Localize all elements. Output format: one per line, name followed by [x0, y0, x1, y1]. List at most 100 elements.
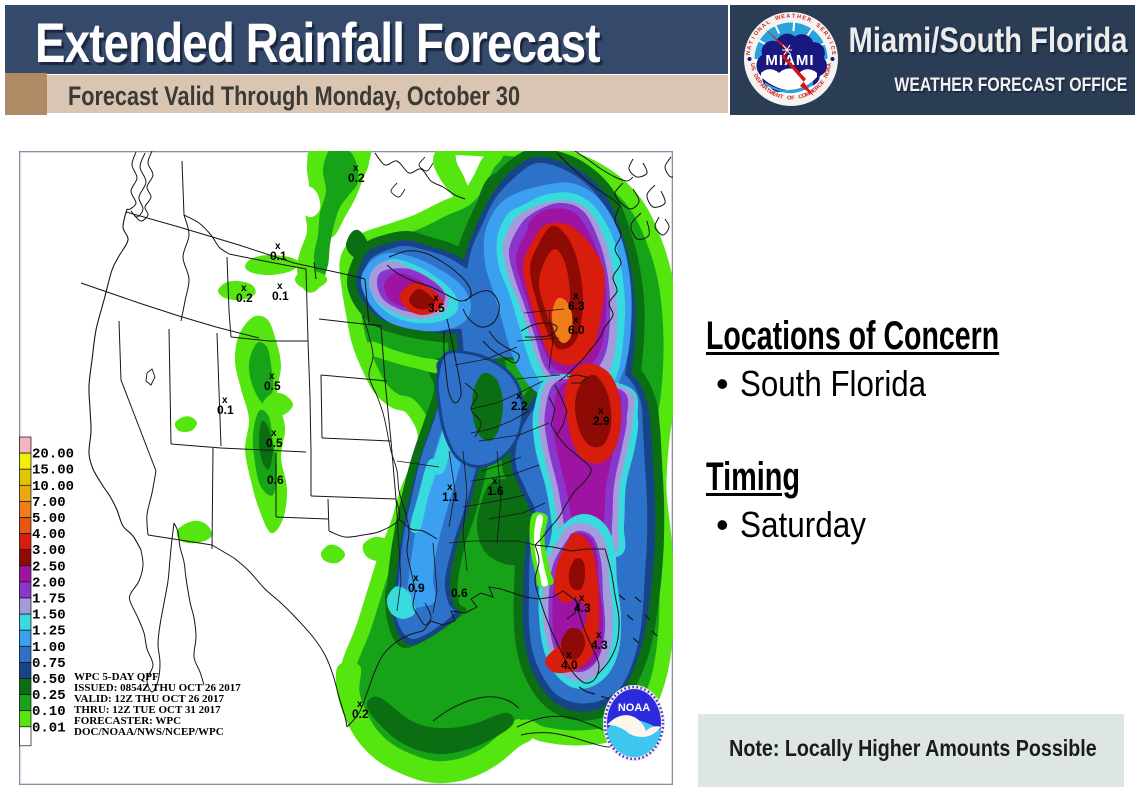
svg-text:W: W	[775, 15, 783, 23]
svg-text:3.00: 3.00	[32, 543, 66, 559]
svg-text:E: E	[781, 14, 786, 21]
svg-text:V: V	[825, 35, 832, 41]
svg-text:A: A	[761, 22, 768, 29]
svg-text:20.00: 20.00	[32, 447, 74, 463]
svg-text:1.6: 1.6	[487, 484, 504, 498]
svg-text:0.2: 0.2	[348, 171, 365, 185]
svg-text:x: x	[598, 406, 604, 417]
svg-text:x: x	[271, 428, 277, 439]
svg-text:15.00: 15.00	[32, 463, 74, 479]
svg-text:0.10: 0.10	[32, 704, 66, 720]
svg-text:0.50: 0.50	[32, 672, 66, 688]
svg-text:x: x	[275, 241, 281, 252]
svg-text:O: O	[824, 69, 831, 76]
svg-text:x: x	[596, 630, 602, 641]
svg-text:C: C	[817, 82, 824, 89]
svg-text:F: F	[791, 95, 795, 101]
svg-text:O: O	[801, 92, 808, 99]
svg-text:0.1: 0.1	[270, 249, 287, 263]
svg-text:E: E	[819, 79, 826, 86]
svg-text:1.25: 1.25	[32, 624, 66, 640]
svg-text:R: R	[761, 85, 768, 92]
svg-text:A: A	[827, 63, 834, 68]
svg-text:A: A	[758, 82, 765, 89]
svg-text:x: x	[241, 283, 247, 294]
svg-text:C: C	[829, 45, 836, 50]
svg-text:1.00: 1.00	[32, 640, 66, 656]
svg-text:0.1: 0.1	[217, 403, 234, 417]
svg-text:x: x	[492, 476, 498, 487]
svg-text:E: E	[771, 91, 777, 98]
svg-text:A: A	[826, 66, 833, 71]
svg-text:1.1: 1.1	[442, 490, 459, 504]
svg-text:0.2: 0.2	[352, 707, 369, 721]
svg-text:DOC/NOAA/NWS/NCEP/WPC: DOC/NOAA/NWS/NCEP/WPC	[74, 726, 224, 738]
svg-text:0.01: 0.01	[32, 720, 66, 736]
svg-text:6.3: 6.3	[568, 299, 585, 313]
svg-text:x: x	[433, 293, 439, 304]
svg-text:0.25: 0.25	[32, 688, 66, 704]
svg-text:M: M	[808, 89, 815, 97]
svg-text:S: S	[814, 23, 821, 30]
svg-text:E: E	[818, 26, 825, 33]
svg-text:0.6: 0.6	[451, 586, 468, 600]
svg-text:2.2: 2.2	[511, 399, 528, 413]
svg-text:x: x	[269, 371, 275, 382]
svg-text:T: T	[779, 94, 784, 101]
svg-text:VALID: 12Z THU OCT 26 2017: VALID: 12Z THU OCT 26 2017	[74, 693, 225, 705]
svg-text:6.0: 6.0	[568, 323, 585, 337]
svg-text:T: T	[764, 87, 771, 94]
svg-text:N: N	[823, 73, 830, 79]
svg-text:R: R	[822, 30, 829, 37]
svg-text:0.5: 0.5	[264, 379, 281, 393]
svg-text:1.50: 1.50	[32, 608, 66, 624]
svg-text:x: x	[222, 395, 228, 406]
svg-text:O: O	[787, 95, 792, 101]
svg-text:O: O	[753, 30, 761, 38]
svg-text:MIAMI: MIAMI	[765, 52, 814, 69]
svg-text:R: R	[806, 17, 812, 24]
svg-text:S: S	[749, 66, 756, 71]
svg-text:x: x	[573, 291, 579, 302]
svg-text:0.75: 0.75	[32, 656, 66, 672]
svg-text:x: x	[413, 573, 419, 584]
svg-text:NOAA: NOAA	[618, 702, 650, 714]
svg-text:T: T	[748, 40, 755, 46]
svg-text:ISSUED: 0854Z THU OCT 26 2017: ISSUED: 0854Z THU OCT 26 2017	[74, 682, 241, 694]
svg-text:3.5: 3.5	[428, 301, 445, 315]
svg-text:N: N	[775, 93, 781, 100]
svg-text:R: R	[814, 85, 821, 92]
svg-text:2.00: 2.00	[32, 575, 66, 591]
svg-text:x: x	[516, 391, 522, 402]
svg-text:7.00: 7.00	[32, 495, 66, 511]
svg-text:L: L	[765, 19, 772, 26]
svg-text:U: U	[749, 63, 756, 68]
svg-text:4.00: 4.00	[32, 527, 66, 543]
svg-text:0.5: 0.5	[266, 436, 283, 450]
svg-text:D: D	[752, 73, 759, 79]
svg-text:4.3: 4.3	[591, 638, 608, 652]
svg-text:WPC 5-DAY QPF: WPC 5-DAY QPF	[74, 671, 159, 683]
svg-text:M: M	[767, 89, 774, 97]
svg-text:4.0: 4.0	[561, 658, 578, 672]
svg-text:A: A	[786, 13, 790, 19]
svg-text:x: x	[447, 482, 453, 493]
svg-text:M: M	[804, 91, 811, 99]
svg-text:E: E	[830, 51, 836, 56]
svg-text:5.00: 5.00	[32, 511, 66, 527]
svg-text:10.00: 10.00	[32, 479, 74, 495]
svg-text:E: E	[811, 87, 818, 94]
svg-text:A: A	[747, 45, 754, 50]
svg-text:THRU: 12Z TUE OCT 31 2017: THRU: 12Z TUE OCT 31 2017	[74, 704, 221, 716]
svg-text:1.75: 1.75	[32, 592, 66, 608]
svg-text:0.1: 0.1	[272, 289, 289, 303]
svg-text:E: E	[754, 76, 761, 83]
svg-text:x: x	[277, 281, 283, 292]
svg-text:x: x	[353, 163, 359, 174]
svg-text:x: x	[357, 699, 363, 710]
svg-text:0.6: 0.6	[267, 473, 284, 487]
svg-text:x: x	[573, 315, 579, 326]
svg-text:FORECASTER: WPC: FORECASTER: WPC	[74, 715, 181, 727]
svg-text:N: N	[746, 51, 753, 56]
svg-text:0.9: 0.9	[408, 581, 425, 595]
